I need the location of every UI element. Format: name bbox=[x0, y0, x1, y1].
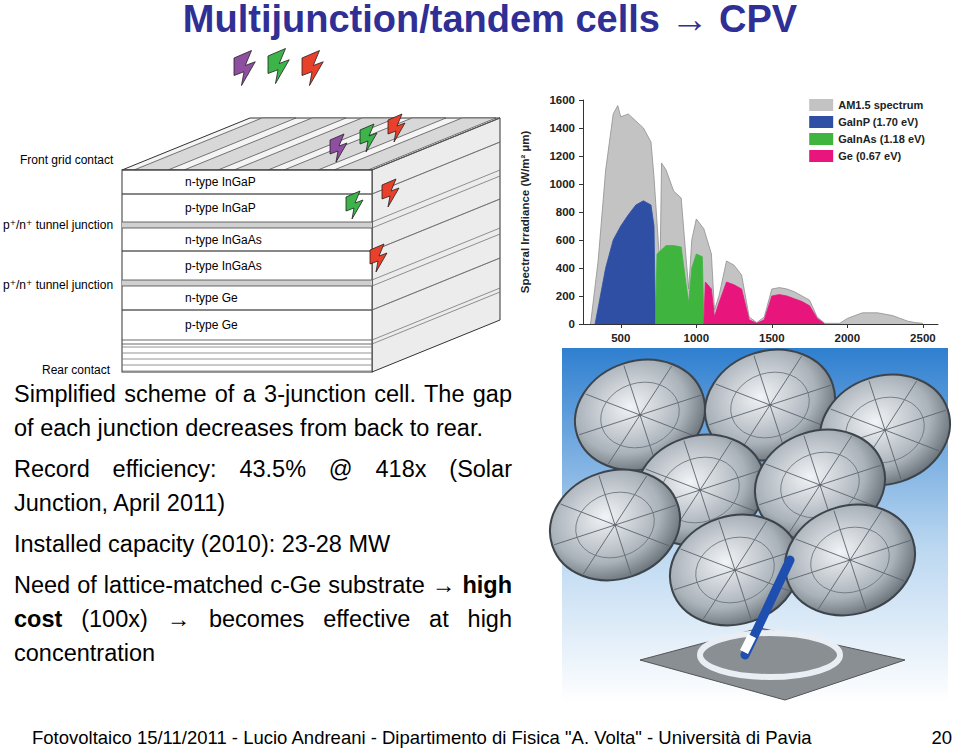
svg-text:1500: 1500 bbox=[759, 332, 785, 344]
svg-text:1000: 1000 bbox=[549, 178, 575, 190]
svg-text:Rear contact: Rear contact bbox=[42, 363, 111, 377]
svg-text:600: 600 bbox=[556, 234, 575, 246]
svg-text:n-type InGaAs: n-type InGaAs bbox=[185, 233, 262, 247]
svg-text:Front grid contact: Front grid contact bbox=[20, 153, 114, 167]
svg-text:Ge (0.67 eV): Ge (0.67 eV) bbox=[838, 150, 901, 162]
svg-text:GaInP (1.70 eV): GaInP (1.70 eV) bbox=[838, 116, 918, 128]
svg-text:1000: 1000 bbox=[684, 332, 710, 344]
svg-text:Spectral Irradiance (W/m² µm): Spectral Irradiance (W/m² µm) bbox=[519, 131, 531, 294]
html-text:Fotovoltaico 15/11/2011 - Luci: Fotovoltaico 15/11/2011 - Lucio Andreani… bbox=[32, 727, 812, 748]
svg-text:AM1.5 spectrum: AM1.5 spectrum bbox=[838, 99, 923, 111]
html-text:Record efficiency: 43.5% @ 418: Record efficiency: 43.5% @ 418x (Solar J… bbox=[14, 456, 512, 516]
svg-text:2000: 2000 bbox=[835, 332, 861, 344]
svg-text:p-type InGaP: p-type InGaP bbox=[185, 201, 256, 215]
svg-text:p⁺/n⁺ tunnel junction: p⁺/n⁺ tunnel junction bbox=[3, 278, 113, 292]
svg-text:n-type Ge: n-type Ge bbox=[185, 291, 238, 305]
html-text:Installed capacity (2010): 23-: Installed capacity (2010): 23-28 MW bbox=[14, 531, 391, 557]
svg-text:p-type InGaAs: p-type InGaAs bbox=[185, 259, 262, 273]
svg-text:0: 0 bbox=[569, 318, 575, 330]
svg-text:800: 800 bbox=[556, 206, 575, 218]
svg-text:1200: 1200 bbox=[549, 150, 575, 162]
svg-text:400: 400 bbox=[556, 262, 575, 274]
svg-text:500: 500 bbox=[611, 332, 630, 344]
svg-text:200: 200 bbox=[556, 290, 575, 302]
svg-text:2500: 2500 bbox=[910, 332, 936, 344]
html-text:Simplified scheme of a 3-junct: Simplified scheme of a 3-junction cell. … bbox=[14, 381, 512, 441]
svg-text:1600: 1600 bbox=[549, 94, 575, 106]
html-text:20: 20 bbox=[931, 727, 952, 748]
svg-text:GaInAs (1.18 eV): GaInAs (1.18 eV) bbox=[838, 133, 925, 145]
html-text:Need of lattice-matched c-Ge s: Need of lattice-matched c-Ge substrate →… bbox=[14, 572, 512, 666]
svg-text:p-type Ge: p-type Ge bbox=[185, 318, 238, 332]
svg-text:p⁺/n⁺ tunnel junction: p⁺/n⁺ tunnel junction bbox=[3, 218, 113, 232]
svg-text:1400: 1400 bbox=[549, 122, 575, 134]
svg-text:n-type InGaP: n-type InGaP bbox=[185, 175, 256, 189]
